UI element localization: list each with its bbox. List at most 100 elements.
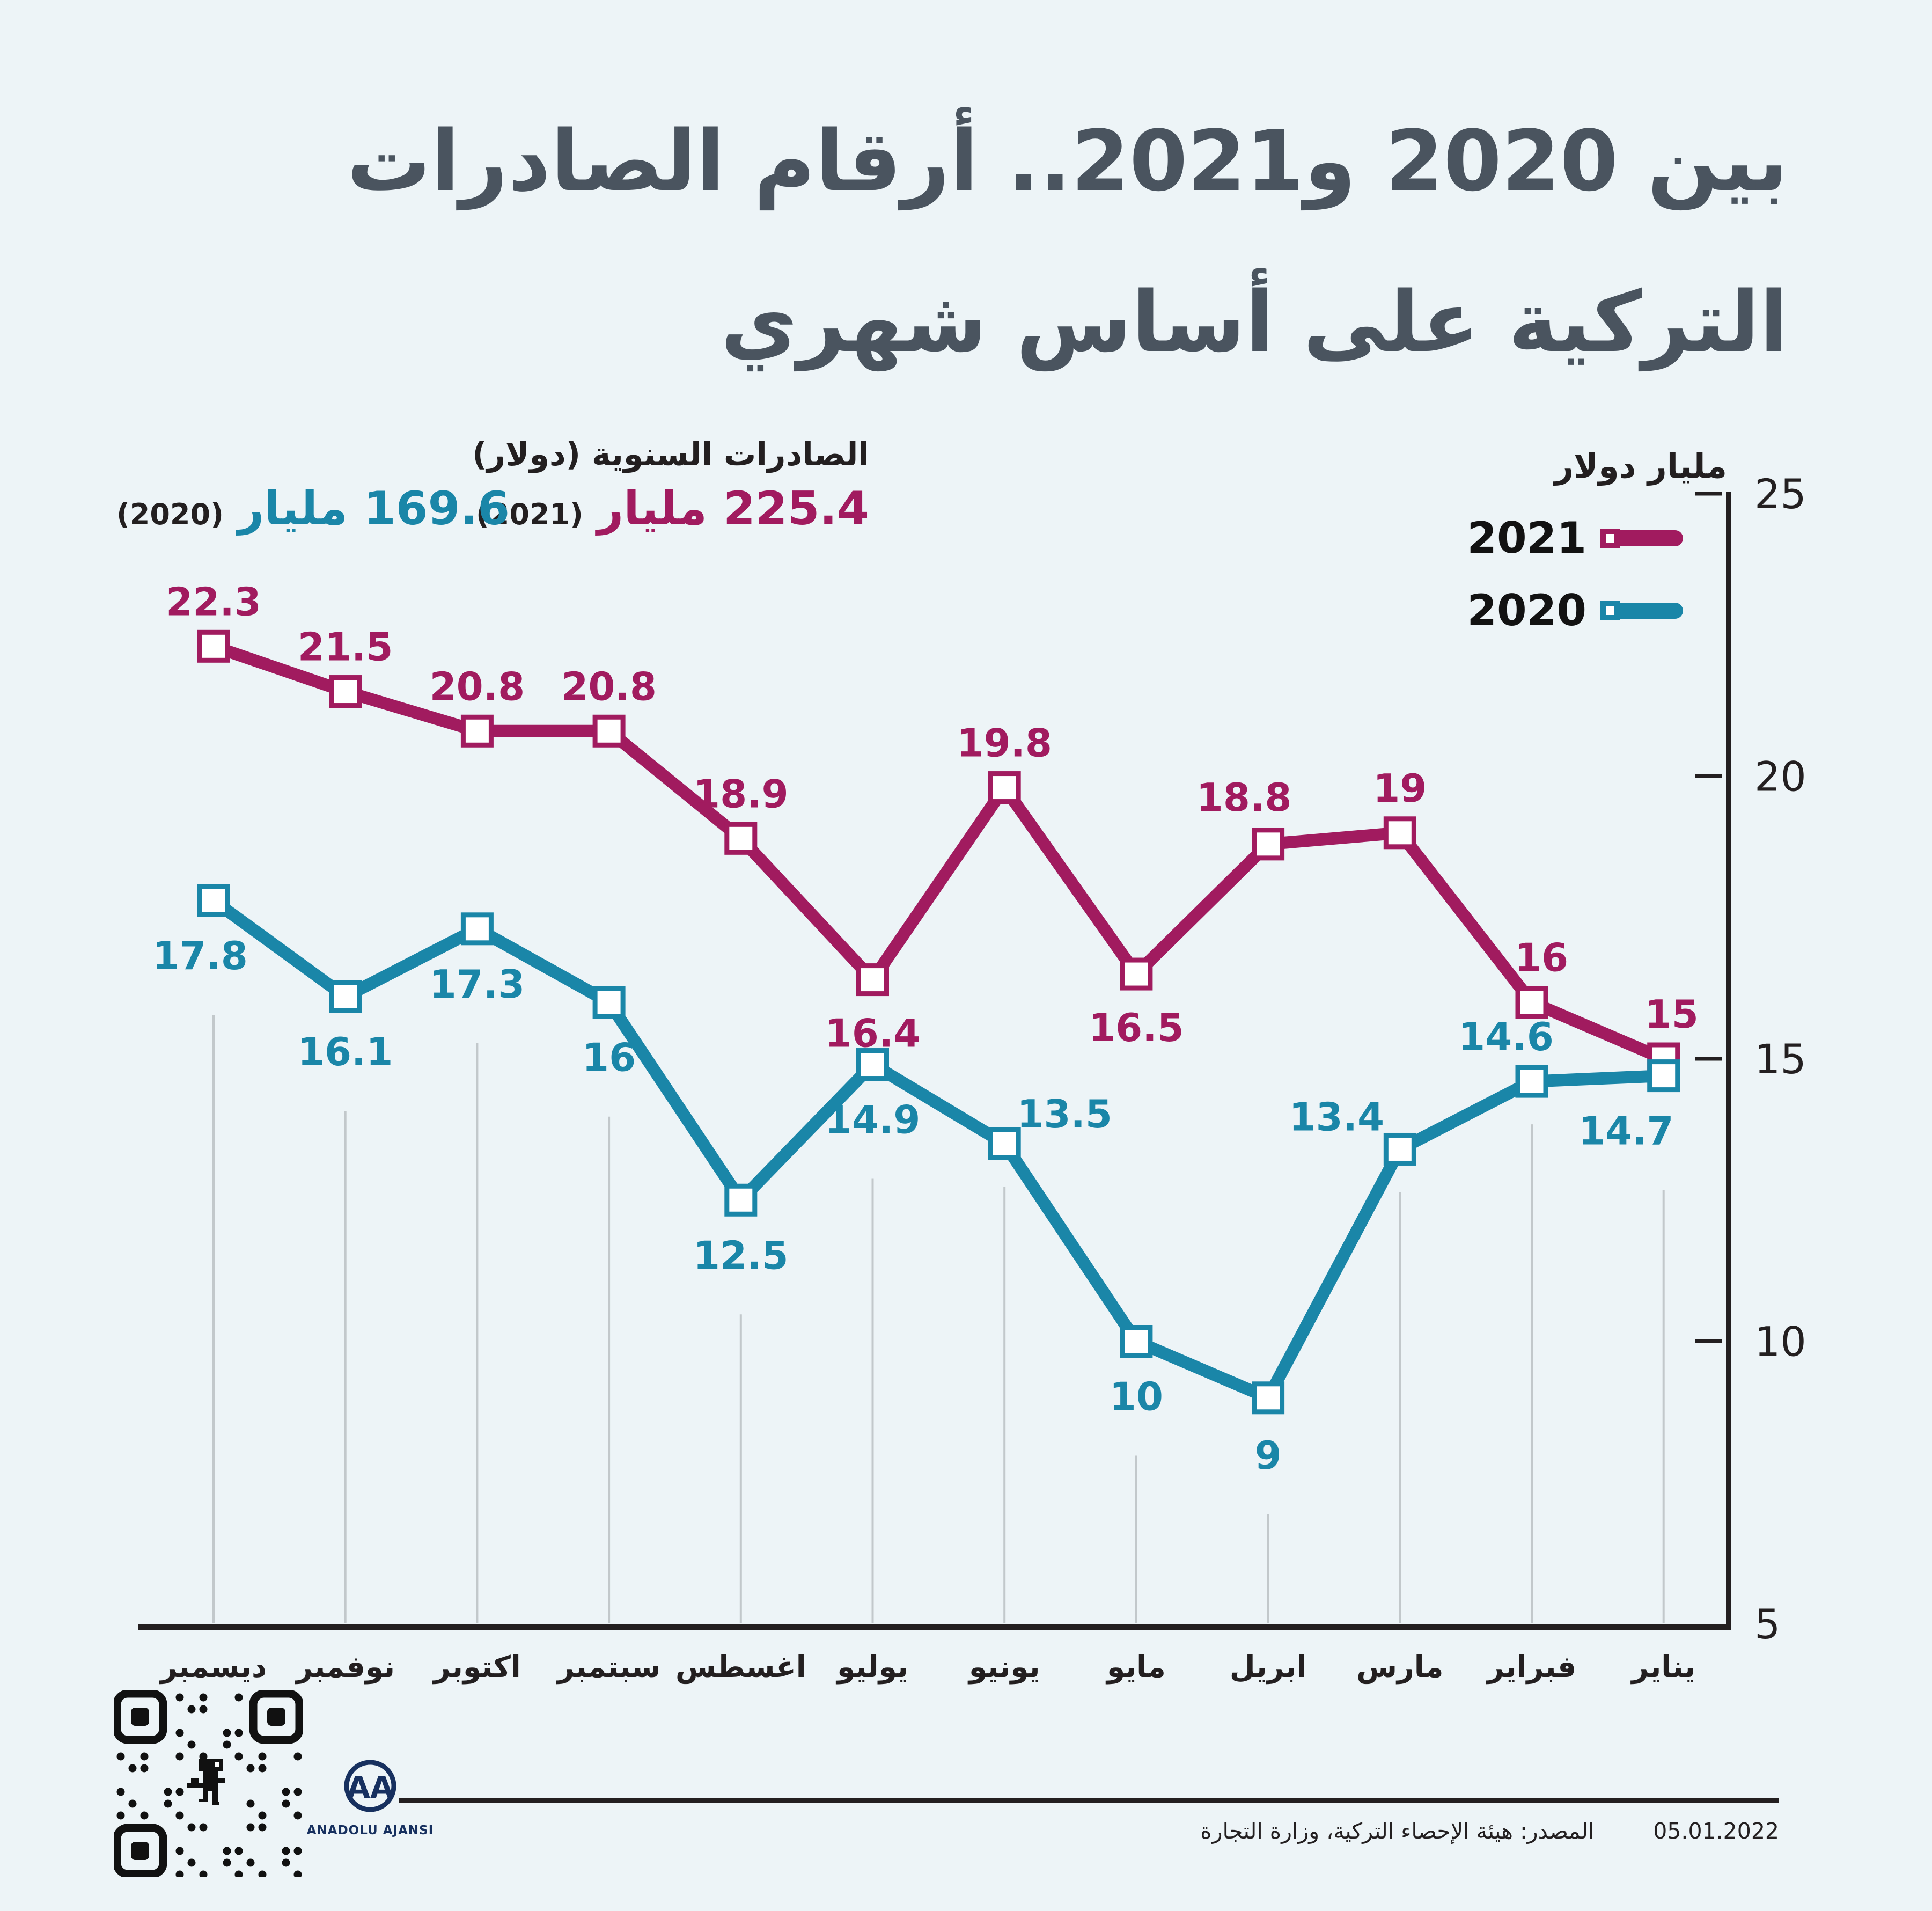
legend-marker-2020 xyxy=(1600,601,1620,620)
anadolu-agency-logo: AA ANADOLU AJANSI xyxy=(300,1759,440,1837)
data-point-label: 19.8 xyxy=(957,721,1052,766)
data-point-marker xyxy=(1252,828,1285,861)
data-point-label: 19 xyxy=(1373,766,1427,811)
legend-item-2021: 2021 xyxy=(1467,513,1683,563)
y-tick-label: 20 xyxy=(1754,753,1806,801)
data-point-marker xyxy=(197,629,230,663)
data-point-label: 15 xyxy=(1645,992,1699,1037)
annual-exports-2020-year: (2020) xyxy=(116,497,224,531)
data-point-label: 10 xyxy=(1110,1374,1163,1419)
dino-icon xyxy=(187,1759,225,1805)
footer: المصدر: هيئة الإحصاء التركية، وزارة التج… xyxy=(1200,1818,1779,1844)
gridlines xyxy=(212,1015,1665,1623)
data-point-marker xyxy=(856,963,889,997)
data-point-marker xyxy=(1120,1325,1153,1358)
data-point-label: 20.8 xyxy=(561,664,657,709)
data-point-label: 12.5 xyxy=(693,1233,789,1278)
legend-line-2020 xyxy=(1618,602,1683,619)
chart-legend: 2021 2020 xyxy=(1467,513,1683,635)
footer-divider xyxy=(399,1798,1779,1803)
data-point-marker xyxy=(460,912,494,946)
annual-exports-2020: 169.6 مليار (2020) xyxy=(116,482,510,536)
month-label: مايو xyxy=(1105,1650,1166,1685)
y-axis-unit-label: مليار دولار xyxy=(1554,446,1727,486)
y-tick-label: 15 xyxy=(1754,1035,1806,1083)
data-point-marker xyxy=(988,771,1021,804)
data-point-label: 13.5 xyxy=(1017,1092,1112,1137)
data-point-label: 16 xyxy=(1515,935,1568,980)
source-text: المصدر: هيئة الإحصاء التركية، وزارة التج… xyxy=(1200,1818,1595,1844)
data-point-marker xyxy=(988,1127,1021,1160)
data-point-marker xyxy=(1120,957,1153,991)
data-point-label: 16.5 xyxy=(1089,1005,1184,1050)
x-axis-labels: ديسمبر نوفمبر اكتوبر سبتمبر اغسطس يوليو يونيو م… xyxy=(159,1650,1695,1685)
legend-item-2020: 2020 xyxy=(1467,585,1683,635)
legend-label-2020: 2020 xyxy=(1467,585,1586,635)
qr-code xyxy=(113,1689,304,1879)
data-point-label: 22.3 xyxy=(166,579,261,624)
data-point-marker xyxy=(197,884,230,917)
agency-name: ANADOLU AJANSI xyxy=(306,1824,434,1837)
series-line xyxy=(207,640,1670,1065)
data-point-marker xyxy=(1252,1381,1285,1415)
month-label: ابريل xyxy=(1230,1650,1306,1684)
data-point-label: 17.3 xyxy=(430,962,525,1007)
data-point-marker xyxy=(329,675,362,708)
data-point-label: 17.8 xyxy=(152,933,248,978)
month-label: مارس xyxy=(1356,1650,1443,1684)
page-title-line2: التركية على أساس شهري xyxy=(721,273,1789,371)
page-title-line1: بين 2020 و2021.. أرقام الصادرات xyxy=(347,112,1789,210)
series-2021: 22.321.520.8 20.818.916.419.816.518.8 1916… xyxy=(166,579,1699,1075)
axes: 25 20 15 10 5 xyxy=(138,470,1806,1648)
data-point-marker xyxy=(856,1048,889,1081)
data-point-label: 14.7 xyxy=(1578,1109,1674,1154)
series-2020: 17.8 16.1 17.3 16 12.5 14.9 13.5 10 9 13.4 14.6 14.… xyxy=(152,884,1680,1478)
y-tick-label: 10 xyxy=(1754,1318,1806,1366)
data-point-label: 9 xyxy=(1255,1433,1282,1478)
date-text: 05.01.2022 xyxy=(1653,1818,1779,1844)
annual-exports-2021-value: 225.4 مليار xyxy=(597,482,869,536)
data-point-label: 16 xyxy=(582,1035,636,1080)
data-point-label: 14.6 xyxy=(1458,1014,1554,1059)
data-point-marker xyxy=(1515,986,1548,1019)
month-label: يناير xyxy=(1630,1650,1695,1684)
data-point-marker xyxy=(1383,816,1416,850)
series-line xyxy=(207,894,1670,1404)
aa-monogram-icon: AA xyxy=(344,1760,396,1812)
annual-exports-2020-value: 169.6 مليار xyxy=(237,482,510,536)
month-label: يونيو xyxy=(967,1650,1040,1685)
data-point-marker xyxy=(460,714,494,748)
legend-label-2021: 2021 xyxy=(1467,513,1586,563)
annual-exports-2021: 225.4 مليار (2021) xyxy=(476,482,869,536)
data-point-label: 18.8 xyxy=(1196,775,1292,820)
data-point-marker xyxy=(329,980,362,1013)
data-point-marker xyxy=(1515,1065,1548,1098)
svg-text:AA: AA xyxy=(347,1770,394,1805)
y-tick-label: 5 xyxy=(1754,1600,1780,1648)
annual-exports-heading: الصادرات السنوية (دولار) xyxy=(472,436,869,473)
data-point-marker xyxy=(724,822,758,855)
month-label: سبتمبر xyxy=(556,1650,661,1684)
month-label: اكتوبر xyxy=(432,1650,521,1685)
legend-marker-2021 xyxy=(1600,528,1620,548)
data-point-label: 13.4 xyxy=(1289,1094,1384,1139)
data-point-marker xyxy=(592,986,626,1019)
month-label: نوفمبر xyxy=(294,1650,395,1685)
data-point-label: 21.5 xyxy=(298,625,393,670)
data-point-marker xyxy=(592,714,626,748)
month-label: ديسمبر xyxy=(159,1650,267,1684)
data-point-marker xyxy=(1383,1132,1416,1166)
annual-exports-2021-year: (2021) xyxy=(476,497,583,531)
data-point-marker xyxy=(724,1183,758,1217)
month-label: فبراير xyxy=(1486,1650,1576,1684)
page-title: بين 2020 و2021.. أرقام الصادرات التركية … xyxy=(347,80,1789,402)
data-point-label: 18.9 xyxy=(693,771,789,816)
month-label: اغسطس xyxy=(675,1650,806,1684)
data-point-label: 20.8 xyxy=(430,664,525,709)
data-point-label: 16.1 xyxy=(298,1029,393,1074)
data-point-label: 14.9 xyxy=(825,1097,921,1143)
legend-line-2021 xyxy=(1618,530,1683,546)
month-label: يوليو xyxy=(835,1650,908,1685)
